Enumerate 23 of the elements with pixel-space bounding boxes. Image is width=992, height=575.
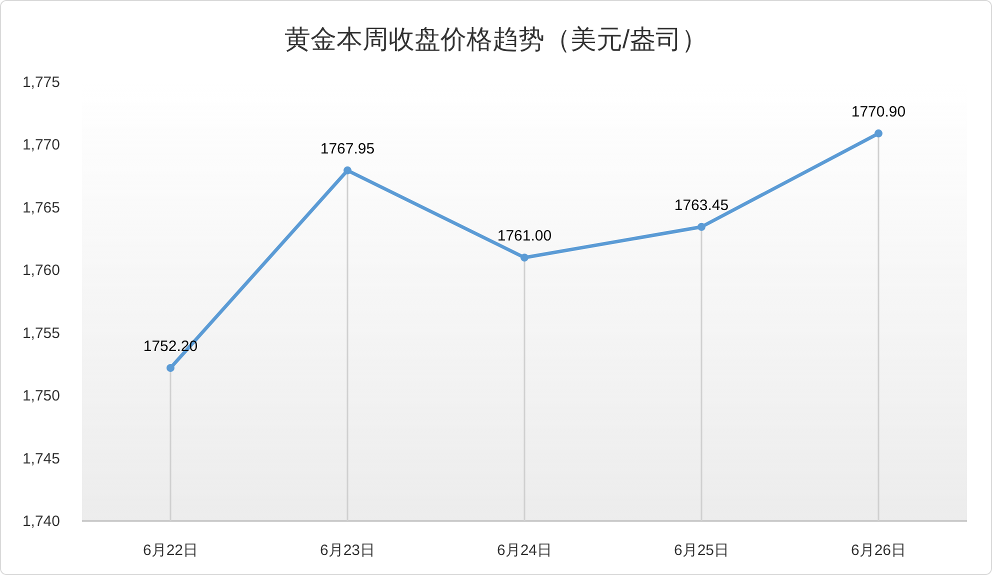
point bbox=[344, 166, 352, 174]
y-tick-label: 1,755 bbox=[22, 324, 60, 342]
y-tick-label: 1,765 bbox=[22, 199, 60, 216]
x-tick-label: 6月24日 bbox=[496, 542, 552, 559]
text: 1761.00 bbox=[497, 228, 552, 245]
point bbox=[698, 222, 706, 231]
x-tick-label: 6月26日 bbox=[850, 542, 906, 559]
text: 1770.90 bbox=[851, 103, 906, 120]
y-tick-label: 1,770 bbox=[22, 136, 60, 154]
y-tick-label: 1,745 bbox=[22, 450, 60, 468]
y-tick-label: 1,740 bbox=[22, 513, 60, 530]
text: 1767.95 bbox=[320, 140, 375, 158]
point bbox=[874, 129, 882, 138]
y-tick-label: 1,750 bbox=[22, 388, 60, 405]
x-tick-label: 6月25日 bbox=[674, 542, 730, 559]
point bbox=[166, 364, 174, 372]
text: 1763.45 bbox=[674, 196, 729, 214]
x-tick-label: 6月22日 bbox=[142, 542, 198, 559]
x-tick-label: 6月23日 bbox=[320, 542, 376, 559]
point bbox=[520, 254, 528, 262]
chart-title: 黄金本周收盘价格趋势（美元/盎司） bbox=[284, 24, 708, 54]
y-tick-label: 1,760 bbox=[22, 262, 60, 280]
y-tick-label: 1,775 bbox=[22, 74, 60, 91]
